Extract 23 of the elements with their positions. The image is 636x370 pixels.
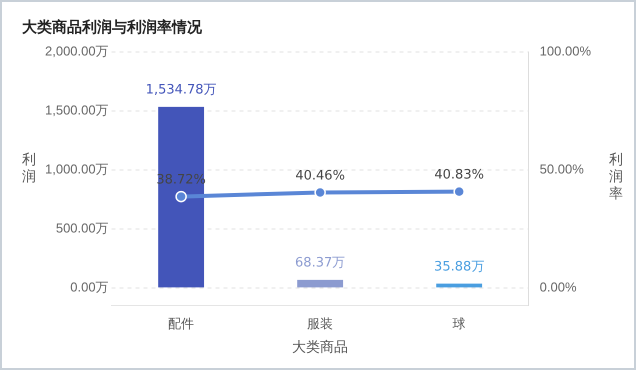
- data-label: 40.83%: [434, 167, 484, 182]
- chart-title: 大类商品利润与利润率情况: [22, 18, 202, 37]
- bar: [436, 284, 482, 288]
- y-tick-label: 1,500.00万: [44, 102, 109, 118]
- x-tick-label: 配件: [168, 316, 194, 331]
- y-tick-label: 500.00万: [56, 220, 109, 236]
- y2-tick-label: 100.00%: [540, 44, 592, 59]
- y2-axis-title: 利润率: [609, 152, 624, 203]
- data-label: 68.37万: [295, 256, 346, 271]
- y-tick-label: 1,000.00万: [44, 162, 109, 177]
- data-label: 35.88万: [434, 260, 484, 275]
- y-axis-title: 利润: [22, 152, 37, 186]
- x-tick-label: 服装: [307, 316, 334, 331]
- x-tick-label: 球: [452, 316, 466, 331]
- y-tick-label: 2,000.00万: [44, 44, 109, 59]
- y-tick-label: 0.00万: [70, 279, 109, 294]
- y2-tick-label: 0.00%: [540, 279, 577, 294]
- bar: [158, 106, 204, 288]
- y2-tick-label: 50.00%: [540, 162, 584, 177]
- data-label: 40.46%: [295, 168, 345, 184]
- bar: [297, 280, 344, 288]
- x-axis-title: 大类商品: [292, 338, 348, 354]
- data-label: 1,534.78万: [146, 82, 217, 98]
